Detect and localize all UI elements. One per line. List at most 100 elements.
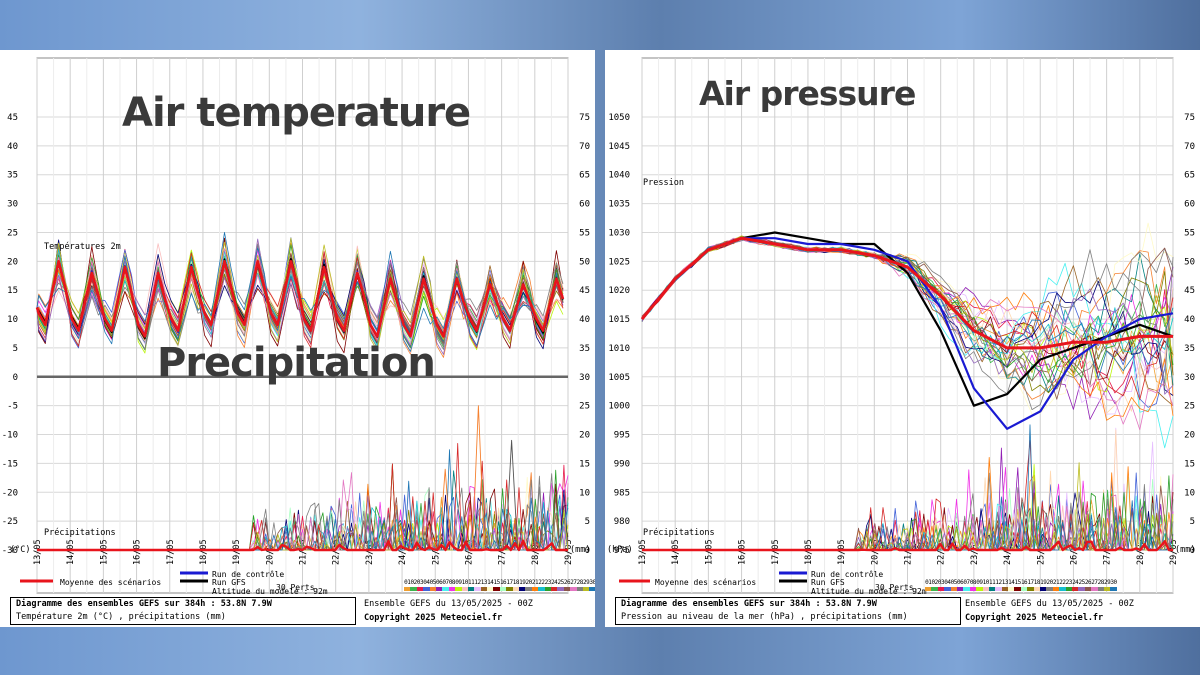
legend-mean-label: Moyenne des scénarios bbox=[60, 578, 161, 587]
y-tick-left: 35 bbox=[7, 171, 18, 181]
perturbation-numbers: 0102030405060708091011121314151617181920… bbox=[404, 579, 595, 586]
x-tick-label: 17/05 bbox=[771, 539, 781, 565]
x-tick-label: 15/05 bbox=[99, 539, 109, 565]
y-tick-right: 35 bbox=[579, 344, 590, 354]
series-label-temperature: Températures 2m bbox=[44, 241, 121, 252]
unit-right: (mm) bbox=[570, 545, 590, 555]
y-tick-left: 1050 bbox=[608, 113, 630, 123]
y-tick-right: 30 bbox=[579, 373, 590, 383]
perturbation-number: 30 bbox=[589, 579, 595, 586]
y-tick-right: 45 bbox=[1184, 286, 1195, 296]
y-tick-left: -10 bbox=[2, 431, 18, 441]
altitude-label: Altitude du modele : 92m bbox=[212, 587, 328, 596]
y-tick-right: 75 bbox=[1184, 113, 1195, 123]
y-tick-left: 990 bbox=[614, 459, 630, 469]
x-tick-label: 14/05 bbox=[671, 539, 681, 565]
x-tick-label: 13/05 bbox=[33, 539, 43, 565]
y-tick-right: 45 bbox=[579, 286, 590, 296]
y-tick-right: 5 bbox=[1190, 517, 1195, 527]
perturbation-swatch bbox=[589, 587, 595, 591]
series-label-pressure: Pression bbox=[643, 178, 684, 188]
x-tick-label: 15/05 bbox=[704, 539, 714, 565]
footer-box-right: Diagramme des ensembles GEFS sur 384h : … bbox=[615, 597, 961, 625]
y-tick-left: 985 bbox=[614, 488, 630, 498]
heading-precipitation: Precipitation bbox=[157, 340, 435, 386]
footer-subtitle-right: Pression au niveau de la mer (hPa) , pré… bbox=[621, 611, 960, 624]
y-tick-left: -15 bbox=[2, 459, 18, 469]
x-tick-label: 19/05 bbox=[232, 539, 242, 565]
y-tick-right: 70 bbox=[1184, 142, 1195, 152]
series-label-precip: Précipitations bbox=[44, 527, 116, 538]
pressure-chart: 1050 75 1045 70 1040 65 1035 60 1030 55 1025 50 1020… bbox=[605, 50, 1200, 627]
y-tick-right: 10 bbox=[1184, 488, 1195, 498]
y-tick-left: 1005 bbox=[608, 373, 630, 383]
y-tick-right: 5 bbox=[585, 517, 590, 527]
perturbation-number: 30 bbox=[1110, 579, 1116, 586]
y-tick-right: 20 bbox=[1184, 431, 1195, 441]
y-tick-right: 40 bbox=[1184, 315, 1195, 325]
legend-mean-label-right: Moyenne des scénarios bbox=[655, 578, 756, 587]
footer-title: Diagramme des ensembles GEFS sur 384h : … bbox=[16, 598, 355, 611]
y-tick-left: 1025 bbox=[608, 257, 630, 267]
y-tick-left: 10 bbox=[7, 315, 18, 325]
y-tick-right: 65 bbox=[579, 171, 590, 181]
y-tick-left: 0 bbox=[13, 373, 18, 383]
footer-subtitle: Température 2m (°C) , précipitations (mm… bbox=[16, 611, 355, 624]
y-tick-left: 1035 bbox=[608, 200, 630, 210]
y-tick-right: 10 bbox=[579, 488, 590, 498]
y-tick-right: 60 bbox=[1184, 200, 1195, 210]
altitude-label-right: Altitude du modele : 92m bbox=[811, 587, 927, 596]
y-tick-left: 1015 bbox=[608, 315, 630, 325]
perturbation-numbers-right: 0102030405060708091011121314151617181920… bbox=[925, 579, 1117, 586]
series-label-precip-right: Précipitations bbox=[643, 527, 715, 538]
x-tick-label: 18/05 bbox=[199, 539, 209, 565]
y-tick-right: 75 bbox=[579, 113, 590, 123]
y-tick-right: 30 bbox=[1184, 373, 1195, 383]
copyright-label-right: Copyright 2025 Meteociel.fr bbox=[965, 611, 1134, 625]
y-tick-left: 15 bbox=[7, 286, 18, 296]
heading-air-temperature: Air temperature bbox=[122, 90, 470, 136]
x-tick-label: 16/05 bbox=[738, 539, 748, 565]
y-tick-right: 65 bbox=[1184, 171, 1195, 181]
y-tick-left: 980 bbox=[614, 517, 630, 527]
temperature-precip-plot: 45 7540 7035 6530 6025 5520 5015 4510 405 350 30-5… bbox=[0, 50, 595, 627]
y-tick-left: 20 bbox=[7, 257, 18, 267]
y-tick-right: 35 bbox=[1184, 344, 1195, 354]
temperature-precip-chart: 45 75 40 70 35 65 30 60 25 55 20 50 15 45 10 40 5 35 0 30 -5… bbox=[0, 50, 595, 627]
y-tick-left: 30 bbox=[7, 200, 18, 210]
y-tick-left: 25 bbox=[7, 228, 18, 238]
footer-right: Ensemble GEFS du 13/05/2025 - 00Z Copyri… bbox=[364, 597, 533, 625]
y-tick-right: 70 bbox=[579, 142, 590, 152]
y-tick-left: 1030 bbox=[608, 228, 630, 238]
y-tick-left: 1010 bbox=[608, 344, 630, 354]
y-tick-left: 40 bbox=[7, 142, 18, 152]
x-tick-label: 18/05 bbox=[804, 539, 814, 565]
y-tick-right: 25 bbox=[579, 402, 590, 412]
ensemble-run-label-right: Ensemble GEFS du 13/05/2025 - 00Z bbox=[965, 597, 1134, 611]
y-tick-right: 20 bbox=[579, 431, 590, 441]
unit-left: (hPa) bbox=[607, 545, 633, 555]
x-tick-label: 13/05 bbox=[638, 539, 648, 565]
copyright-label: Copyright 2025 Meteociel.fr bbox=[364, 611, 533, 625]
y-tick-left: 45 bbox=[7, 113, 18, 123]
y-tick-left: -20 bbox=[2, 488, 18, 498]
heading-air-pressure: Air pressure bbox=[699, 74, 915, 113]
x-tick-label: 17/05 bbox=[166, 539, 176, 565]
y-tick-right: 55 bbox=[1184, 228, 1195, 238]
x-tick-label: 19/05 bbox=[837, 539, 847, 565]
legend-gfs-label-right: Run GFS bbox=[811, 578, 845, 587]
y-tick-right: 40 bbox=[579, 315, 590, 325]
legend-gfs-label: Run GFS bbox=[212, 578, 246, 587]
unit-left: (°C) bbox=[10, 545, 30, 555]
y-tick-left: 1045 bbox=[608, 142, 630, 152]
y-tick-left: -25 bbox=[2, 517, 18, 527]
perturbation-swatches-right bbox=[925, 587, 1117, 591]
perturbation-swatches bbox=[404, 587, 595, 591]
y-tick-right: 55 bbox=[579, 228, 590, 238]
y-tick-left: 5 bbox=[13, 344, 18, 354]
y-tick-right: 25 bbox=[1184, 402, 1195, 412]
y-tick-left: 1040 bbox=[608, 171, 630, 181]
y-tick-left: -5 bbox=[7, 402, 18, 412]
footer-right-right: Ensemble GEFS du 13/05/2025 - 00Z Copyri… bbox=[965, 597, 1134, 625]
